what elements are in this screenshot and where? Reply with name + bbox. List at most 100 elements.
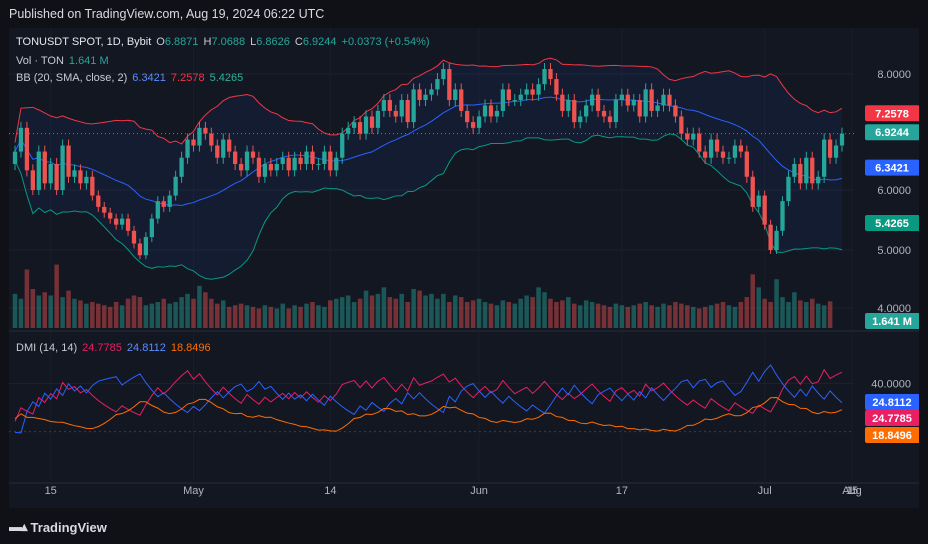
candle-body <box>411 89 416 123</box>
candle-body <box>423 94 428 101</box>
volume-bar <box>18 298 24 328</box>
candle-body <box>482 105 488 117</box>
dmi-badge-label: 24.7785 <box>872 413 912 425</box>
candle-body <box>334 157 339 171</box>
candle-body <box>572 100 577 123</box>
l-label: L <box>250 36 257 48</box>
dmi-badge-dmi-minus <box>865 394 920 410</box>
candle-body <box>393 110 398 117</box>
volume-bar <box>476 298 482 328</box>
candle-body <box>12 151 18 164</box>
volume-bar <box>536 287 541 328</box>
bb-band-fill <box>15 58 842 280</box>
bb-legend: BB (20, SMA, close, 2) 6.3421 7.2578 5.4265 <box>16 72 248 84</box>
volume-bar <box>667 305 672 328</box>
candle-body <box>494 110 500 117</box>
candle-body <box>310 151 315 164</box>
candle-body <box>691 133 696 140</box>
volume-bar <box>185 293 190 328</box>
candle-body <box>429 89 434 95</box>
volume-bar <box>209 298 214 328</box>
price-badge-close <box>865 124 920 141</box>
tradingview-logo[interactable]: ▬▴ TradingView <box>9 519 107 535</box>
chart-svg[interactable]: 8.0000 6.0000 5.0000 4.0000 15 May 14 Jun 17 Jul 1… <box>9 28 920 508</box>
candle-body <box>405 100 410 123</box>
dmi-adx-value: 18.8496 <box>170 342 211 354</box>
volume-bar <box>250 306 256 328</box>
candle-body <box>18 127 24 152</box>
volume-bar <box>345 295 351 328</box>
volume-bar <box>548 298 553 328</box>
volume-bar <box>530 297 535 328</box>
candle-body <box>697 133 702 152</box>
candle-body <box>369 116 375 128</box>
candle-body <box>209 133 214 146</box>
volume-bar <box>577 305 583 328</box>
c-label: C <box>294 36 303 48</box>
candle-body <box>221 139 226 158</box>
price-badge-bb-upper <box>865 105 920 122</box>
volume-bar <box>90 302 95 328</box>
candle-body <box>441 68 446 80</box>
volume-bar <box>542 292 547 328</box>
candle-body <box>90 176 95 196</box>
chart-plot-area[interactable]: 8.0000 6.0000 5.0000 4.0000 15 May 14 Jun 17 Jul 1… <box>9 28 920 508</box>
volume-bar <box>155 302 161 328</box>
volume-bar <box>435 298 440 328</box>
dmi-series-minus <box>14 364 843 434</box>
candle-body <box>155 201 160 219</box>
chart-background <box>9 28 919 508</box>
candle-body <box>399 100 404 117</box>
candle-body <box>36 151 41 190</box>
volume-bar <box>96 303 101 328</box>
candle-body <box>108 212 113 219</box>
volume-bar <box>411 289 416 328</box>
candle-body <box>215 145 220 158</box>
volume-bar <box>60 297 65 328</box>
volume-bar <box>417 290 422 328</box>
candle-body <box>298 157 303 164</box>
dmi-series-plus <box>14 368 843 422</box>
volume-bar <box>613 303 619 328</box>
candle-body <box>66 145 71 177</box>
volume-bar <box>768 302 773 328</box>
candle-body <box>738 145 743 152</box>
volume-bar <box>226 306 232 328</box>
volume-bar <box>696 308 702 328</box>
candle-body <box>488 105 494 117</box>
candle-body <box>244 151 250 171</box>
volume-bar <box>334 298 339 328</box>
candle-body <box>816 176 821 184</box>
candle-body <box>804 157 809 184</box>
price-badge-label: 5.4265 <box>875 218 909 230</box>
dmi-legend: DMI (14, 14) 24.7785 24.8112 18.8496 <box>16 342 216 354</box>
dmi-badge-label: 24.8112 <box>872 397 911 409</box>
candle-body <box>524 89 529 95</box>
volume-legend: Vol · TON 1.641 M <box>16 55 114 67</box>
price-tick-label: 8.0000 <box>877 69 911 81</box>
volume-bar <box>119 305 125 328</box>
volume-bar <box>780 297 785 328</box>
candle-body <box>792 163 797 177</box>
dmi-badge-dmi-adx <box>865 427 920 443</box>
candle-body <box>703 151 708 158</box>
symbol-legend: TONUSDT SPOT, 1D, Bybit O6.8871 H7.0688 L6.… <box>16 36 435 48</box>
candle-body <box>84 176 89 184</box>
volume-bar <box>399 293 404 328</box>
volume-bar <box>423 295 428 328</box>
volume-bar <box>453 295 458 328</box>
volume-bar <box>232 305 238 328</box>
tradingview-logo-icon: ▬▴ <box>9 519 28 534</box>
candle-body <box>197 127 202 146</box>
candle-body <box>833 145 839 158</box>
dmi-plus-value: 24.7785 <box>82 342 122 354</box>
candle-body <box>578 116 583 123</box>
volume-bar <box>322 306 327 328</box>
candle-body <box>232 151 238 164</box>
volume-bar <box>732 306 738 328</box>
volume-bar <box>821 305 827 328</box>
volume-bar <box>84 303 89 328</box>
candle-body <box>756 195 761 207</box>
volume-bar <box>72 298 77 328</box>
price-tick-label: 6.0000 <box>877 185 911 197</box>
